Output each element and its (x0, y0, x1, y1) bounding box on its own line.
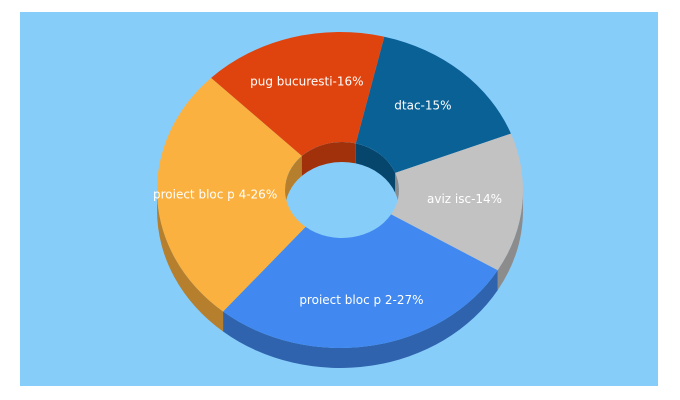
slice (355, 36, 511, 173)
slice (211, 32, 385, 156)
slice (391, 133, 523, 271)
slice-label: dtac-15% (394, 99, 451, 113)
slice-side (157, 190, 224, 332)
slice-side (223, 270, 498, 368)
slice-label: pug bucuresti-16% (250, 75, 363, 89)
slice-label: proiect bloc p 2-27% (299, 293, 423, 307)
slice-side (497, 190, 523, 291)
slice (156, 77, 306, 312)
slice-label: proiect bloc p 4-26% (153, 187, 277, 201)
slice-inner-side (301, 142, 356, 176)
slice (223, 214, 498, 348)
slice-inner-side (355, 143, 396, 193)
slice-label: aviz isc-14% (427, 192, 502, 206)
slice-inner-side (285, 155, 302, 210)
